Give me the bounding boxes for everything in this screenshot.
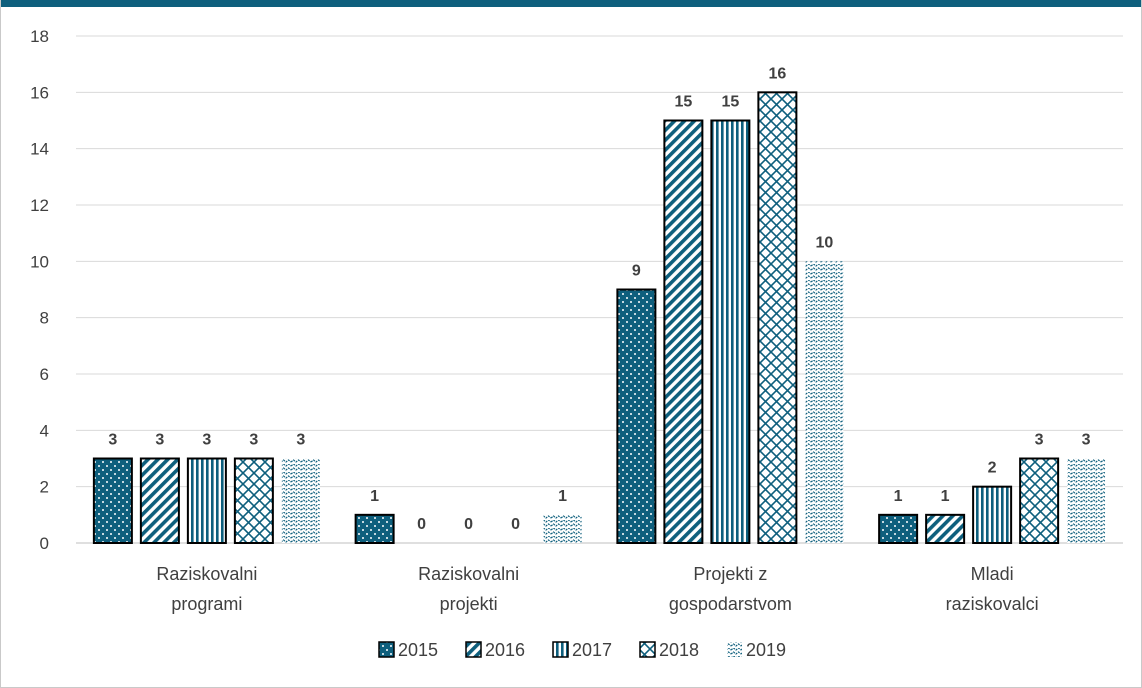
bar-2017-3 (972, 485, 1013, 544)
bar-2015-1 (354, 513, 395, 544)
category-label: Projekti z (693, 564, 767, 584)
bar-2016-2 (663, 119, 704, 544)
legend-label-2017: 2017 (572, 640, 612, 660)
legend-label-2016: 2016 (485, 640, 525, 660)
bar-2017-2 (710, 119, 751, 544)
data-label-2018-0: 3 (249, 432, 258, 449)
legend-swatch-2016 (465, 641, 482, 658)
legend-swatch-2017 (552, 641, 569, 658)
category-label: Raziskovalni (418, 564, 519, 584)
data-label-2016-1: 0 (417, 516, 426, 533)
data-label-2016-2: 15 (674, 94, 692, 111)
legend-swatch-2015 (378, 641, 395, 658)
data-label-2015-1: 1 (370, 488, 379, 505)
category-label: Mladi (971, 564, 1014, 584)
category-label: raziskovalci (946, 594, 1039, 614)
bar-2019-3 (1067, 458, 1106, 543)
data-label-2017-1: 0 (464, 516, 473, 533)
data-label-2019-3: 3 (1082, 432, 1091, 449)
category-label: programi (171, 594, 242, 614)
bar-2018-2 (757, 91, 798, 544)
bar-2018-3 (1019, 457, 1060, 544)
category-label: Raziskovalni (156, 564, 257, 584)
bars (92, 91, 1106, 544)
gridlines (76, 35, 1123, 544)
category-label: projekti (440, 594, 498, 614)
legend-label-2015: 2015 (398, 640, 438, 660)
top-accent-band (1, 0, 1141, 7)
bar-2019-2 (805, 261, 844, 543)
data-label-2016-0: 3 (155, 432, 164, 449)
y-tick-label: 12 (30, 196, 49, 215)
legend-swatch-2018 (639, 641, 656, 658)
legend: 2015 2016 2017 2018 2019 (378, 640, 786, 660)
data-label-2015-3: 1 (894, 488, 903, 505)
y-tick-label: 2 (40, 478, 49, 497)
data-label-2017-2: 15 (721, 94, 739, 111)
bar-2016-0 (139, 457, 180, 544)
bar-2015-3 (878, 513, 919, 544)
data-label-2017-0: 3 (202, 432, 211, 449)
bar-2015-0 (92, 457, 133, 544)
bar-2019-1 (543, 514, 582, 543)
bar-2017-0 (186, 457, 227, 544)
y-tick-label: 14 (30, 140, 49, 159)
x-axis-categories: Raziskovalni programi Raziskovalni projekti… (156, 564, 1038, 614)
y-tick-label: 4 (40, 421, 49, 440)
bar-2019-0 (281, 458, 320, 543)
legend-label-2019: 2019 (746, 640, 786, 660)
data-label-2018-2: 16 (768, 65, 786, 82)
data-label-2019-2: 10 (815, 234, 833, 251)
y-tick-label: 16 (30, 83, 49, 102)
y-tick-label: 18 (30, 27, 49, 46)
y-tick-label: 6 (40, 365, 49, 384)
y-axis-ticks: 0 2 4 6 8 10 12 14 16 18 (30, 27, 49, 553)
bar-2018-0 (233, 457, 274, 544)
legend-label-2018: 2018 (659, 640, 699, 660)
bar-2015-2 (616, 288, 657, 544)
bar-2016-3 (925, 513, 966, 544)
data-label-2019-1: 1 (558, 488, 567, 505)
data-label-2019-0: 3 (296, 432, 305, 449)
data-label-2015-0: 3 (108, 432, 117, 449)
y-tick-label: 10 (30, 252, 49, 271)
y-tick-label: 8 (40, 309, 49, 328)
legend-swatch-2019 (727, 642, 742, 657)
data-label-2017-3: 2 (988, 460, 997, 477)
data-label-2018-1: 0 (511, 516, 520, 533)
y-tick-label: 0 (40, 534, 49, 553)
data-label-2016-3: 1 (941, 488, 950, 505)
data-label-2015-2: 9 (632, 263, 641, 280)
category-label: gospodarstvom (669, 594, 792, 614)
data-label-2018-3: 3 (1035, 432, 1044, 449)
